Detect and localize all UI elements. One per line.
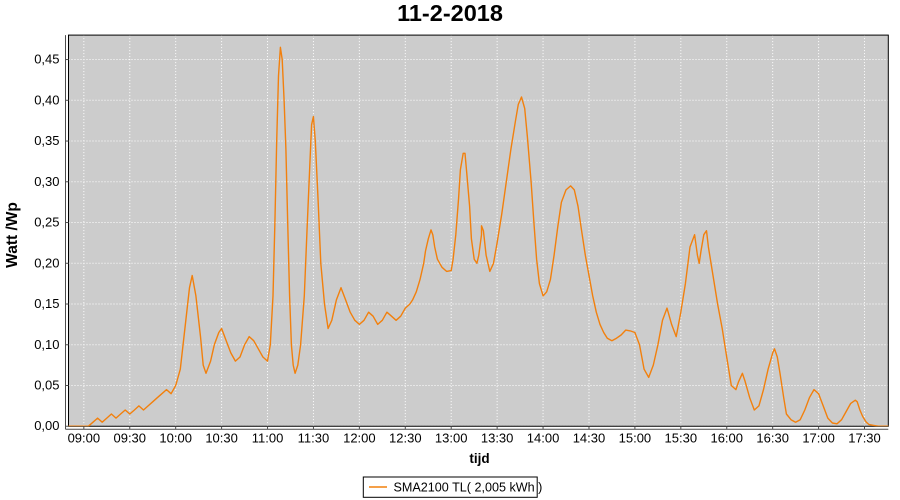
svg-text:0,30: 0,30 <box>34 174 59 189</box>
svg-text:tijd: tijd <box>469 451 489 466</box>
svg-text:09:00: 09:00 <box>68 430 101 445</box>
svg-text:13:30: 13:30 <box>481 430 514 445</box>
svg-text:0,15: 0,15 <box>34 296 59 311</box>
svg-text:17:30: 17:30 <box>848 430 881 445</box>
svg-text:11:00: 11:00 <box>252 430 284 445</box>
svg-text:10:30: 10:30 <box>205 430 238 445</box>
svg-text:Watt /Wp: Watt /Wp <box>4 202 21 268</box>
svg-text:0,20: 0,20 <box>34 255 59 270</box>
svg-text:17:00: 17:00 <box>802 430 835 445</box>
svg-text:0,45: 0,45 <box>34 52 59 67</box>
svg-text:11-2-2018: 11-2-2018 <box>397 0 503 26</box>
svg-text:09:30: 09:30 <box>113 430 146 445</box>
svg-text:0,05: 0,05 <box>34 378 59 393</box>
svg-text:SMA2100 TL( 2,005 kWh ): SMA2100 TL( 2,005 kWh ) <box>394 481 543 495</box>
svg-text:16:30: 16:30 <box>756 430 789 445</box>
svg-text:15:00: 15:00 <box>619 430 652 445</box>
svg-text:14:30: 14:30 <box>573 430 606 445</box>
svg-text:16:00: 16:00 <box>710 430 743 445</box>
svg-text:11:30: 11:30 <box>298 430 330 445</box>
svg-text:0,00: 0,00 <box>34 418 59 433</box>
svg-text:13:00: 13:00 <box>435 430 468 445</box>
svg-text:15:30: 15:30 <box>665 430 698 445</box>
svg-text:0,35: 0,35 <box>34 133 59 148</box>
svg-text:10:00: 10:00 <box>159 430 192 445</box>
svg-text:0,10: 0,10 <box>34 337 59 352</box>
svg-text:12:30: 12:30 <box>389 430 422 445</box>
svg-text:0,40: 0,40 <box>34 92 59 107</box>
svg-text:12:00: 12:00 <box>343 430 376 445</box>
svg-text:0,25: 0,25 <box>34 215 59 230</box>
svg-text:14:00: 14:00 <box>527 430 560 445</box>
